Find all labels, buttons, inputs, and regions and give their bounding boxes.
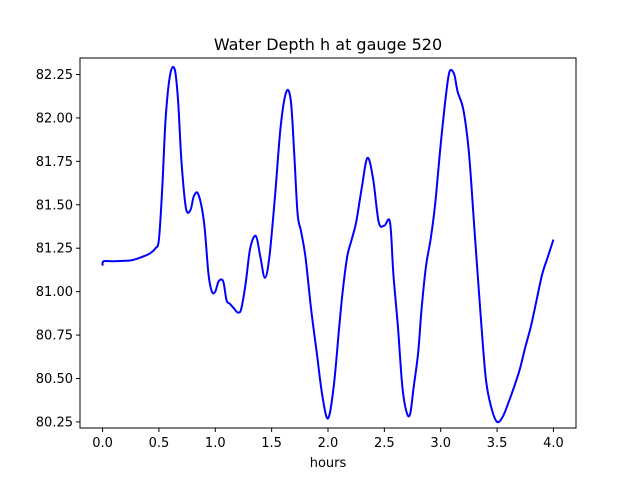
x-tick-label: 4.0	[543, 436, 564, 451]
y-tick-label: 80.25	[36, 415, 73, 430]
y-tick-label: 81.00	[36, 285, 73, 300]
x-tick-label: 2.0	[318, 436, 339, 451]
x-tick-label: 1.0	[205, 436, 226, 451]
y-tick-label: 81.75	[36, 155, 73, 170]
y-tick-label: 80.75	[36, 329, 73, 344]
y-axis-ticks: 80.25 80.50 80.75 81.00 81.25 81.50 81.75 82.00…	[36, 68, 80, 430]
x-axis-ticks: 0.0 0.5 1.0 1.5 2.0 2.5 3.0 3.5 4.0	[92, 428, 564, 451]
x-tick-label: 3.0	[430, 436, 451, 451]
x-tick-label: 0.5	[149, 436, 170, 451]
chart-title: Water Depth h at gauge 520	[214, 35, 442, 54]
x-tick-label: 1.5	[261, 436, 282, 451]
x-tick-label: 0.0	[92, 436, 113, 451]
y-tick-label: 82.00	[36, 111, 73, 126]
x-tick-label: 2.5	[374, 436, 395, 451]
y-tick-label: 80.50	[36, 372, 73, 387]
y-tick-label: 82.25	[36, 68, 73, 83]
plot-area	[80, 58, 576, 428]
series-layer	[101, 65, 555, 424]
y-tick-label: 81.25	[36, 242, 73, 257]
y-tick-label: 81.50	[36, 198, 73, 213]
series-line-0	[101, 65, 555, 424]
x-tick-label: 3.5	[487, 436, 508, 451]
x-axis-label: hours	[310, 456, 347, 471]
